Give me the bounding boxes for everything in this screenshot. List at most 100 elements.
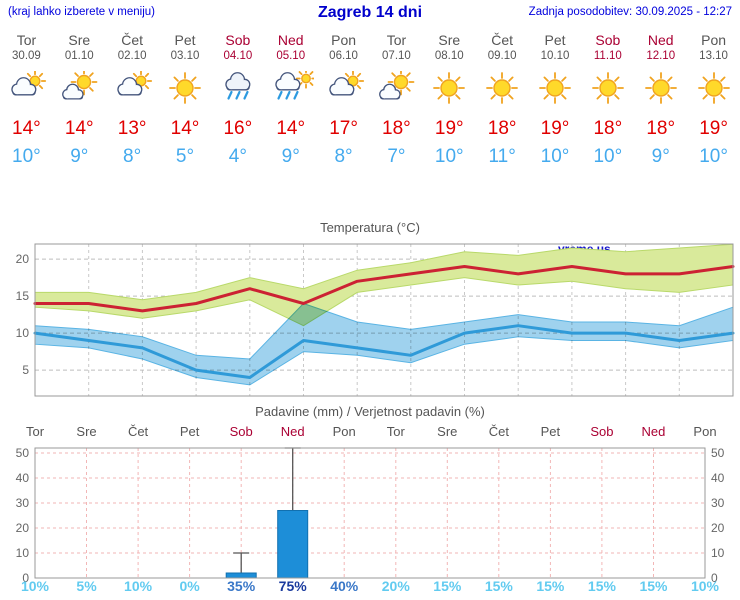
low-temperature: 9° — [70, 146, 89, 167]
forecast-strip: Tor 30.09 14° 10° Sre 01.10 14° 9° Čet 02.10 13° 8°… — [0, 32, 740, 172]
plot-border — [34, 447, 706, 579]
forecast-day-column[interactable]: Sob 11.10 18° 10° — [581, 32, 634, 172]
y-tick-label-left: 50 — [16, 446, 30, 460]
y-tick-label: 20 — [16, 252, 30, 266]
weather-icon-cell — [211, 64, 264, 114]
precip-probability: 35% — [227, 578, 256, 594]
precip-probability: 10% — [124, 578, 153, 594]
precip-day-label: Ned — [280, 424, 305, 439]
weather-icon-cell — [634, 64, 687, 114]
y-tick-label-right: 10 — [711, 546, 725, 560]
forecast-day-column[interactable]: Sob 04.10 16° 4° — [211, 32, 264, 172]
day-name: Sob — [225, 32, 251, 48]
precip-probability: 20% — [381, 578, 410, 594]
precip-day-label: Ned — [641, 424, 666, 439]
forecast-day-column[interactable]: Ned 12.10 18° 9° — [634, 32, 687, 172]
high-temperature: 19° — [540, 118, 570, 139]
day-name: Čet — [121, 32, 144, 48]
day-name: Tor — [386, 32, 407, 48]
forecast-day-column[interactable]: Pon 06.10 17° 8° — [317, 32, 370, 172]
low-temperature: 7° — [387, 146, 406, 167]
y-tick-label-right: 0 — [711, 571, 718, 584]
y-tick-label-left: 40 — [16, 471, 30, 485]
precip-probability: 5% — [76, 578, 97, 594]
forecast-day-column[interactable]: Čet 09.10 18° 11° — [476, 32, 529, 172]
forecast-day-column[interactable]: Tor 07.10 18° 7° — [370, 32, 423, 172]
forecast-day-column[interactable]: Sre 08.10 19° 10° — [423, 32, 476, 172]
sunny-icon — [644, 72, 677, 104]
precip-probability: 75% — [278, 578, 307, 594]
y-tick-label-left: 20 — [16, 521, 30, 535]
y-tick-label-left: 10 — [16, 546, 30, 560]
y-tick-label-left: 0 — [22, 571, 29, 584]
day-date: 04.10 — [223, 50, 253, 62]
max-temp-band — [34, 243, 734, 327]
forecast-day-column[interactable]: Pet 03.10 14° 5° — [159, 32, 212, 172]
precip-day-label: Čet — [488, 424, 509, 439]
day-date: 11.10 — [593, 50, 622, 62]
partly-cloudy-icon — [379, 71, 415, 100]
weather-icon-cell — [159, 64, 212, 114]
precip-probability: 15% — [587, 578, 616, 594]
day-date: 13.10 — [699, 50, 728, 62]
precip-day-label: Pet — [540, 424, 561, 439]
low-temperature: 10° — [12, 146, 41, 167]
high-temperature: 16° — [223, 118, 253, 139]
sunny-icon — [539, 72, 571, 104]
high-temperature: 14° — [276, 118, 306, 139]
precip-probability: 10% — [20, 578, 50, 594]
precip-day-label: Pon — [332, 424, 356, 439]
precip-day-label: Pon — [693, 424, 717, 439]
precip-day-label: Pet — [179, 424, 200, 439]
precip-day-label: Sob — [590, 424, 614, 439]
sunny-icon — [697, 72, 730, 104]
precipitation-chart-svg: 0 0 10 10 20 20 30 30 40 40 50 50 — [16, 446, 725, 584]
y-tick-label: 10 — [16, 326, 30, 340]
high-temperature: 17° — [329, 118, 358, 139]
mostly-cloudy-icon — [328, 71, 364, 96]
high-temperature: 18° — [487, 118, 517, 139]
low-temperature: 11° — [488, 146, 516, 167]
location-hint: (kraj lahko izberete v meniju) — [8, 6, 156, 18]
day-date: 12.10 — [646, 50, 676, 62]
precip-probability: 10% — [690, 578, 720, 594]
precip-day-labels: Tor Sre Čet Pet Sob Ned Pon Tor Sre Čet Pet Sob Ned P… — [0, 424, 740, 442]
precip-probability: 15% — [433, 578, 462, 594]
forecast-day-column[interactable]: Čet 02.10 13° 8° — [106, 32, 159, 172]
forecast-day-column[interactable]: Sre 01.10 14° 9° — [53, 32, 106, 172]
temperature-chart-svg: 5 10 15 20 — [16, 243, 735, 397]
weather-icon-cell — [476, 64, 529, 114]
y-tick-label-right: 30 — [711, 496, 725, 510]
high-temperature: 19° — [434, 118, 464, 139]
y-tick-label-right: 20 — [711, 521, 725, 535]
day-name: Pon — [701, 32, 727, 48]
plot-border — [34, 243, 734, 397]
precipitation-chart-title: Padavine (mm) / Verjetnost padavin (%) — [255, 404, 485, 419]
low-temperature: 4° — [228, 146, 247, 167]
day-date: 02.10 — [117, 50, 147, 62]
forecast-day-column[interactable]: Tor 30.09 14° 10° — [0, 32, 53, 172]
sunny-icon — [486, 72, 519, 104]
day-date: 10.10 — [540, 50, 570, 62]
precip-probability: 0% — [179, 578, 200, 594]
forecast-day-column[interactable]: Pon 13.10 19° 10° — [687, 32, 740, 172]
day-date: 09.10 — [487, 50, 517, 62]
day-name: Sre — [68, 32, 91, 48]
precip-day-label: Tor — [25, 424, 45, 439]
day-name: Tor — [16, 32, 37, 48]
max-temp-line — [33, 265, 735, 313]
precip-probability: 40% — [330, 578, 359, 594]
precip-probability: 15% — [484, 578, 513, 594]
sunny-icon — [433, 72, 466, 104]
precip-day-label: Čet — [127, 424, 149, 439]
low-temperature: 10° — [699, 146, 728, 167]
day-name: Sre — [438, 32, 461, 48]
forecast-day-column[interactable]: Ned 05.10 14° 9° — [264, 32, 317, 172]
low-temperature: 9° — [651, 146, 670, 167]
sunny-icon — [591, 72, 624, 104]
day-name: Čet — [491, 32, 514, 48]
day-date: 01.10 — [64, 50, 94, 62]
forecast-day-column[interactable]: Pet 10.10 19° 10° — [529, 32, 582, 172]
high-temperature: 14° — [64, 118, 94, 139]
mostly-cloudy-icon — [11, 71, 47, 96]
